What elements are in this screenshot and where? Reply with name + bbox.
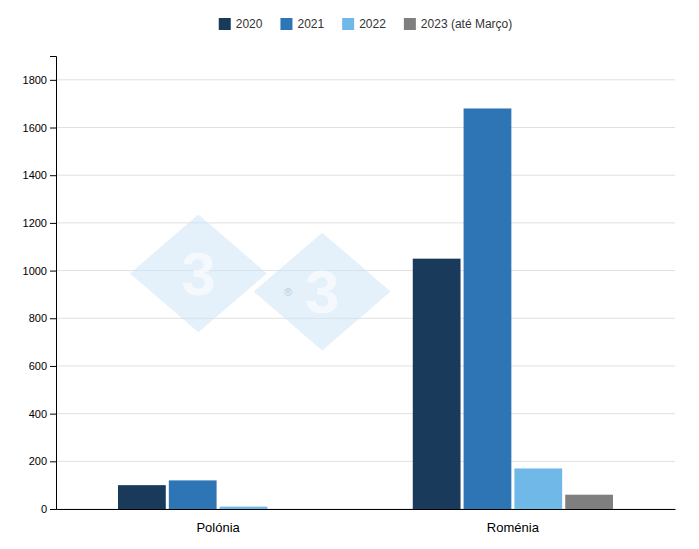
watermark-diamond — [254, 233, 391, 351]
bar — [118, 485, 166, 509]
y-tick-label: 200 — [29, 455, 47, 467]
y-tick-mark — [50, 509, 56, 510]
y-tick-mark — [50, 175, 56, 176]
legend-label: 2022 — [359, 17, 386, 31]
y-tick: 1800 — [23, 74, 56, 86]
y-tick: 1600 — [23, 122, 56, 134]
x-tick-label: Roménia — [487, 520, 540, 535]
y-tick-mark — [50, 128, 56, 129]
legend-swatch — [342, 18, 354, 30]
y-tick-label: 1400 — [23, 169, 47, 181]
legend-label: 2023 (até Março) — [421, 17, 512, 31]
y-tick: 0 — [41, 503, 56, 515]
x-tick-label: Polónia — [196, 520, 240, 535]
bar — [464, 108, 512, 509]
y-tick: 1200 — [23, 217, 56, 229]
y-tick: 1400 — [23, 169, 56, 181]
bar — [413, 259, 461, 509]
x-tick: Roménia — [487, 520, 540, 535]
bar — [565, 495, 613, 509]
y-tick: 400 — [29, 408, 56, 420]
legend-swatch — [404, 18, 416, 30]
watermark: 3 3 ® — [130, 215, 391, 351]
chart: 3 3 ® 0 200 400 600 800 1000 1200 1400 1600 1800 Poló… — [0, 0, 699, 549]
y-tick-label: 800 — [29, 312, 47, 324]
watermark-diamond — [130, 215, 267, 333]
y-tick-mark — [50, 414, 56, 415]
bar — [270, 509, 318, 510]
y-tick: 200 — [29, 455, 56, 467]
y-tick-label: 600 — [29, 360, 47, 372]
bars — [118, 108, 613, 509]
x-tick: Polónia — [196, 520, 240, 535]
y-tick-label: 1800 — [23, 74, 47, 86]
bar — [514, 468, 562, 509]
y-tick-label: 400 — [29, 408, 47, 420]
grid-line — [56, 461, 675, 462]
y-tick: 800 — [29, 312, 56, 324]
watermark-text: 3 — [181, 239, 215, 308]
legend-label: 2021 — [297, 17, 324, 31]
grid-line — [56, 222, 675, 223]
plot: 3 3 ® 0 200 400 600 800 1000 1200 1400 1600 1800 Poló… — [23, 57, 676, 536]
grid-line — [56, 365, 675, 366]
legend: 2020 2021 2022 2023 (até Março) — [219, 17, 513, 31]
legend-swatch — [280, 18, 292, 30]
y-tick-mark — [50, 223, 56, 224]
y-tick: 1000 — [23, 265, 56, 277]
y-axis: 0 200 400 600 800 1000 1200 1400 1600 1800 — [23, 57, 57, 516]
x-axis: Polónia Roménia — [57, 510, 676, 536]
y-tick-label: 1000 — [23, 265, 47, 277]
grid-line — [56, 127, 675, 128]
y-axis-line — [50, 57, 57, 510]
legend-item: 2020 — [219, 17, 263, 31]
x-axis-line — [57, 509, 676, 510]
y-tick-label: 1600 — [23, 122, 47, 134]
y-tick-mark — [50, 80, 56, 81]
y-tick-mark — [50, 366, 56, 367]
legend-label: 2020 — [236, 17, 263, 31]
legend-item: 2023 (até Março) — [404, 17, 512, 31]
grid-line — [56, 413, 675, 414]
watermark-text: ® — [284, 286, 292, 298]
grid-line — [56, 79, 675, 80]
y-tick-label: 1200 — [23, 217, 47, 229]
y-tick-mark — [50, 271, 56, 272]
watermark-text: 3 — [305, 257, 339, 326]
legend-item: 2021 — [280, 17, 324, 31]
grid-line — [56, 175, 675, 176]
y-tick-mark — [50, 318, 56, 319]
grid — [56, 80, 675, 509]
legend-swatch — [219, 18, 231, 30]
y-tick: 600 — [29, 360, 56, 372]
bar — [220, 507, 268, 509]
y-tick-mark — [50, 461, 56, 462]
y-tick-label: 0 — [41, 503, 47, 515]
legend-item: 2022 — [342, 17, 386, 31]
bar — [169, 480, 217, 509]
grid-line — [56, 318, 675, 319]
